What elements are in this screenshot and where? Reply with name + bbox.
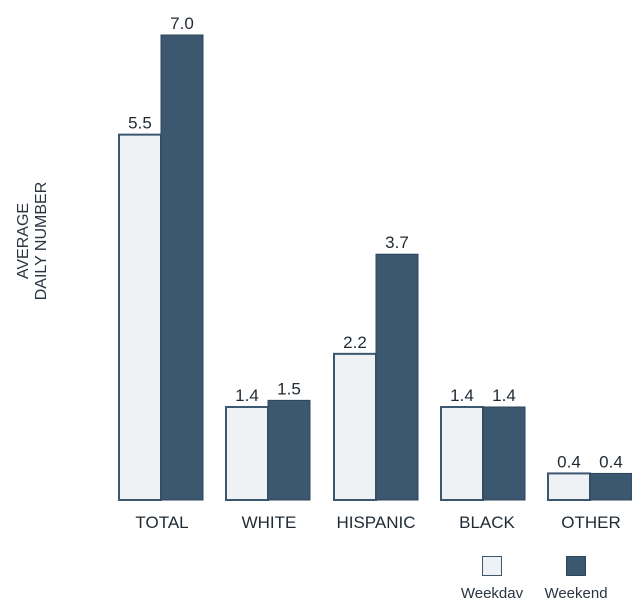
category-label-black: BLACK	[459, 513, 515, 532]
bar-total-weekday	[118, 133, 162, 501]
legend-item-weekend: Weekend	[536, 556, 616, 602]
value-label-other-weekend: 0.4	[599, 452, 623, 471]
legend-swatch-weekend	[566, 556, 586, 576]
bar-white-weekday	[225, 406, 269, 501]
value-label-white-weekend: 1.5	[277, 379, 301, 398]
bar-black-weekday	[440, 406, 484, 501]
value-label-hispanic-weekday: 2.2	[343, 333, 367, 352]
legend-label-weekday: Weekdav	[460, 585, 524, 602]
value-label-white-weekday: 1.4	[235, 386, 259, 405]
bar-total-weekend	[160, 34, 204, 501]
value-label-black-weekday: 1.4	[450, 386, 474, 405]
category-label-hispanic: HISPANIC	[336, 513, 415, 532]
bar-other-weekday	[547, 472, 591, 501]
y-axis-label-line-2: DAILY NUMBER	[33, 181, 50, 301]
legend-item-weekday: Weekdav	[452, 556, 532, 602]
bar-hispanic-weekend	[375, 253, 419, 501]
bar-black-weekend	[482, 406, 526, 501]
value-label-other-weekday: 0.4	[557, 452, 581, 471]
legend-label-weekend: Weekend	[544, 585, 608, 602]
y-axis-label: AVERAGE DAILY NUMBER	[15, 146, 51, 336]
bar-white-weekend	[267, 399, 311, 501]
value-label-black-weekend: 1.4	[492, 386, 516, 405]
bar-other-weekend	[589, 472, 632, 501]
category-label-total: TOTAL	[135, 513, 188, 532]
y-axis-label-line-1: AVERAGE	[15, 202, 32, 280]
value-label-total-weekday: 5.5	[128, 114, 152, 133]
value-label-total-weekend: 7.0	[170, 14, 194, 33]
bar-hispanic-weekday	[333, 352, 377, 501]
legend: Weekdav Weekend	[452, 556, 632, 608]
category-label-other: OTHER	[561, 513, 621, 532]
legend-swatch-weekday	[482, 556, 502, 576]
value-label-hispanic-weekend: 3.7	[385, 233, 409, 252]
category-label-white: WHITE	[242, 513, 297, 532]
